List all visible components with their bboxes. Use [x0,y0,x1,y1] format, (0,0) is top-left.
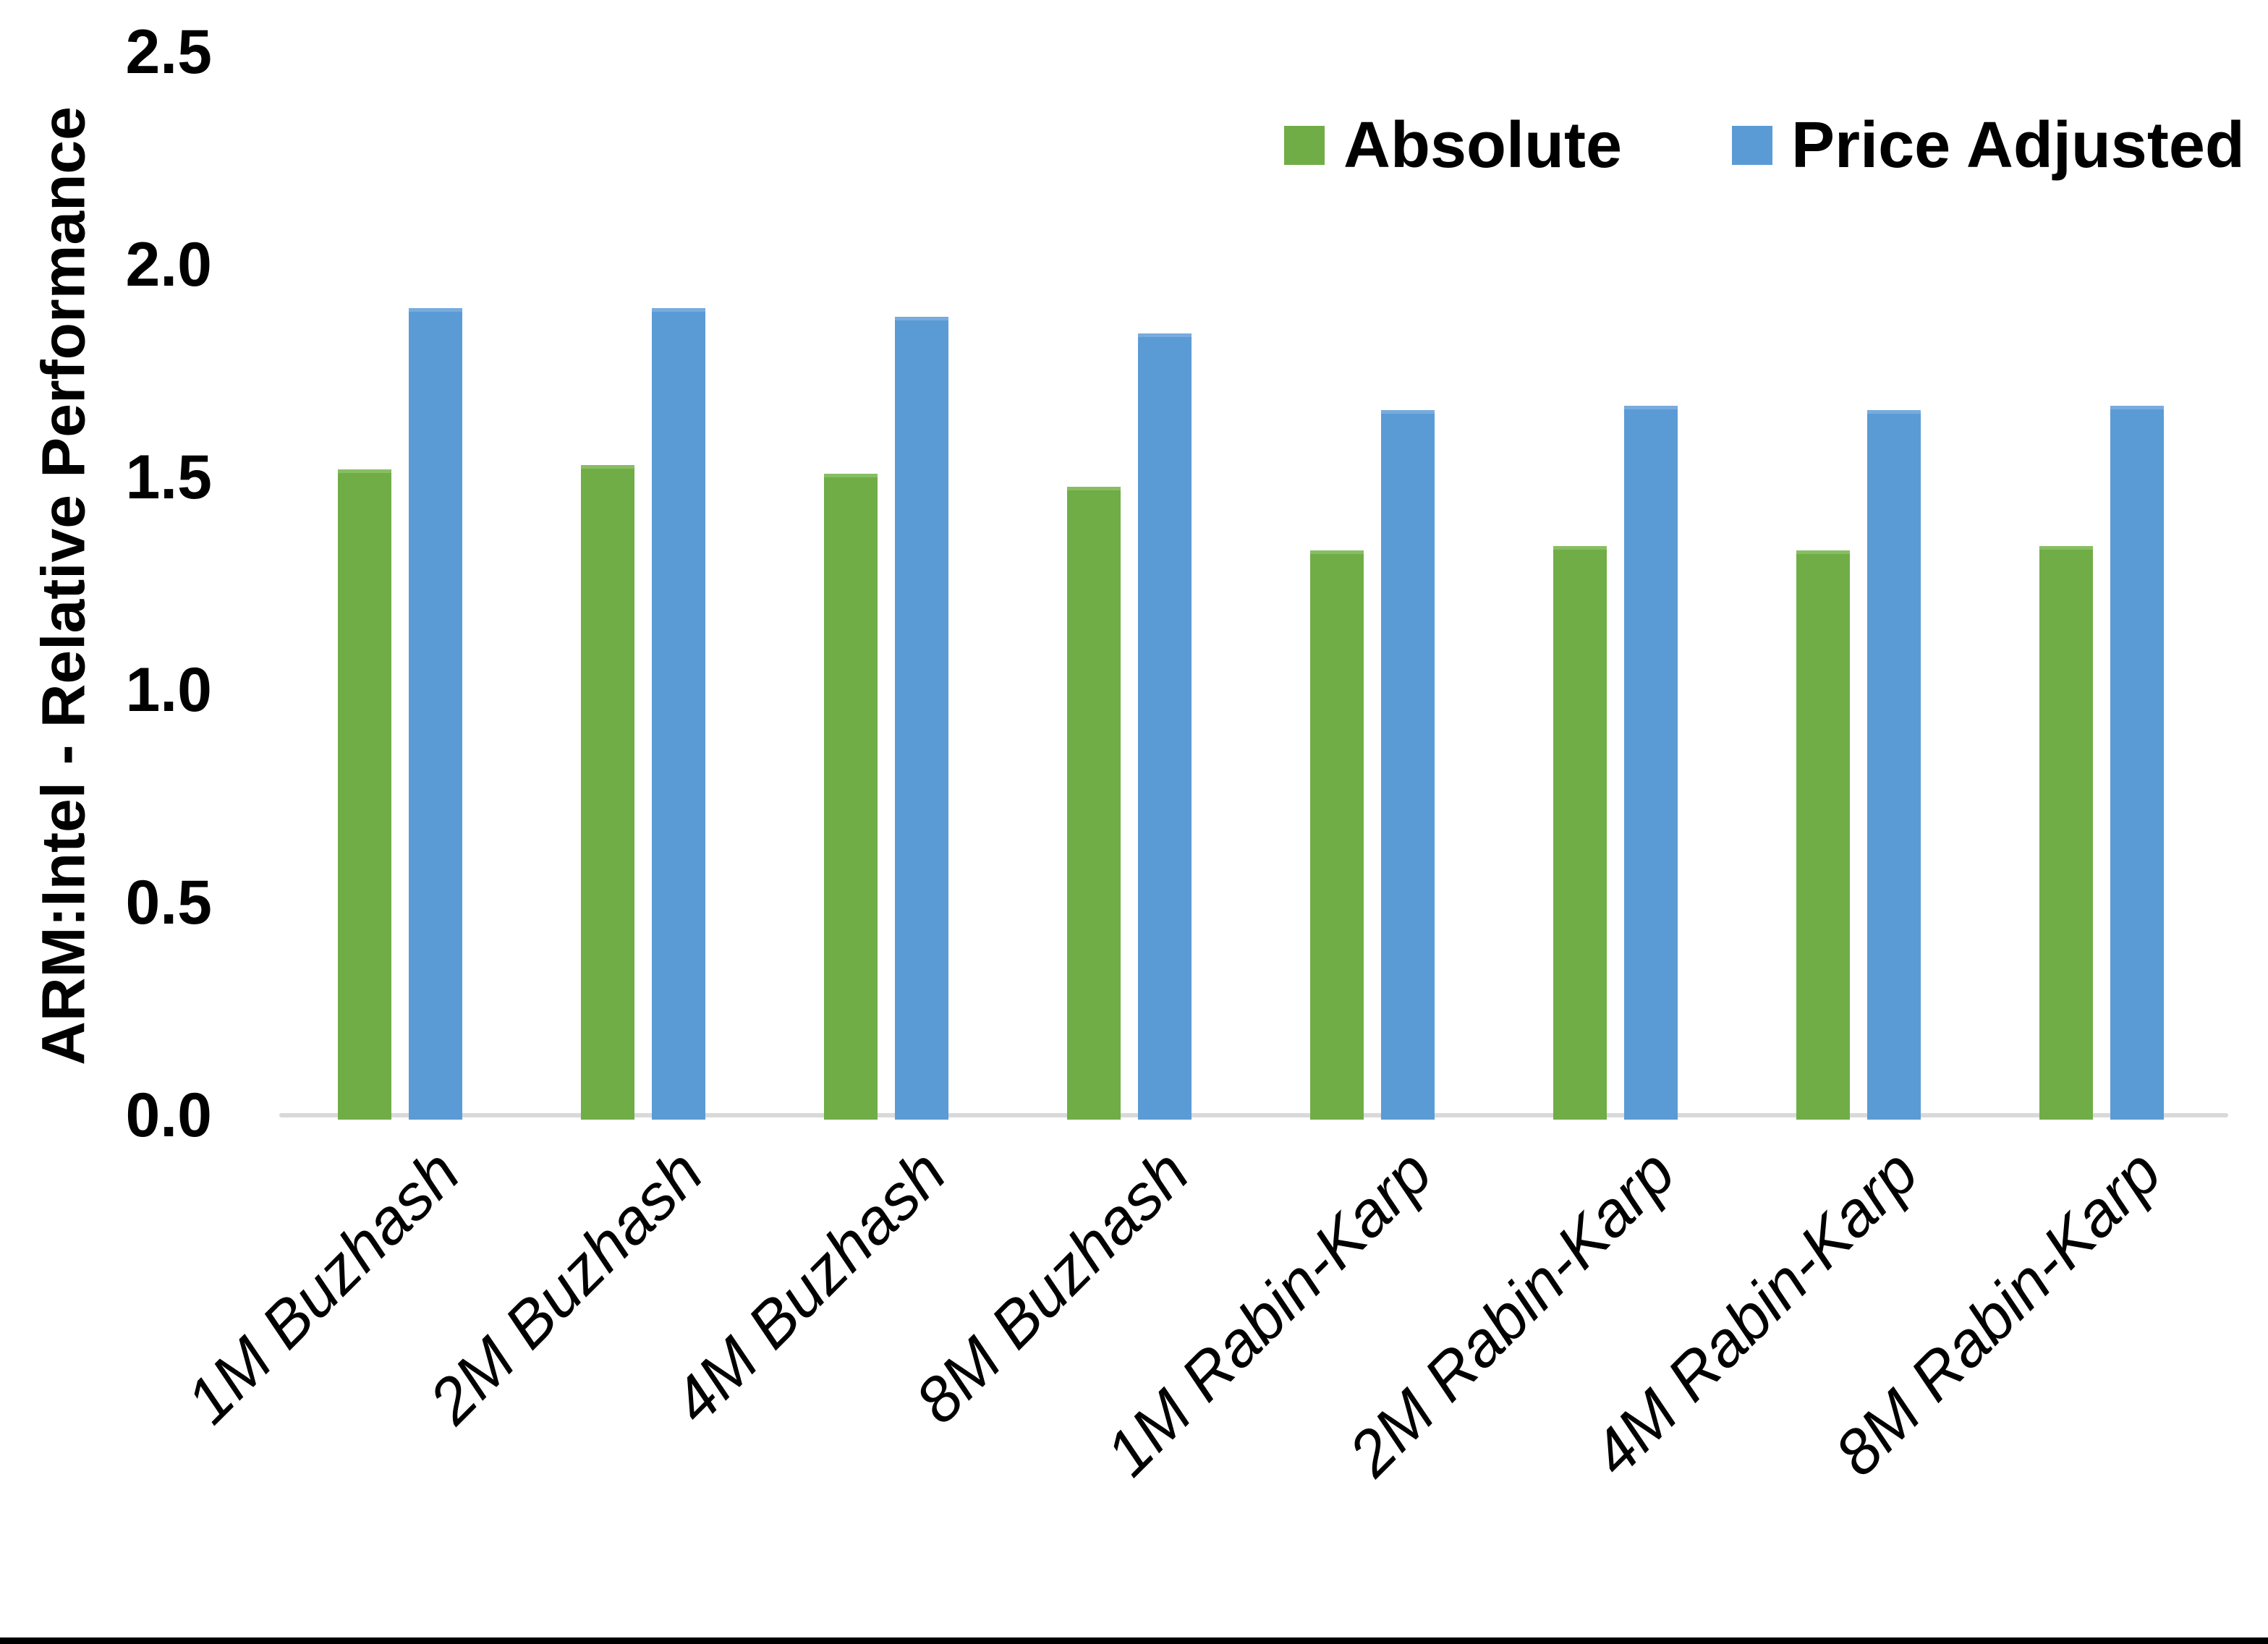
bar-absolute [1310,550,1364,1120]
bar-absolute [581,465,634,1120]
y-tick-label: 2.0 [125,230,212,299]
bar-absolute [1796,550,1850,1120]
bar-price-adjusted [409,307,462,1120]
legend-label: Absolute [1343,109,1623,182]
bar-absolute [824,474,878,1120]
bar-price-adjusted [895,316,948,1120]
y-tick-label: 0.0 [125,1081,212,1150]
legend-item: Absolute [1284,113,1622,178]
x-axis-baseline [279,1113,2228,1117]
y-tick-label: 2.5 [125,17,212,87]
bar-absolute [2039,546,2093,1120]
y-tick-label: 1.0 [125,655,212,725]
bar-price-adjusted [652,307,705,1120]
bar-absolute [1553,546,1607,1120]
y-tick-label: 0.5 [125,868,212,937]
bar-price-adjusted [1867,409,1921,1120]
y-tick-label: 1.5 [125,443,212,512]
legend: Absolute Price Adjusted [1284,112,2245,179]
legend-label: Price Adjusted [1791,109,2245,182]
bottom-border-bar [0,1637,2268,1644]
legend-swatch-icon [1732,126,1773,165]
bar-price-adjusted [1381,409,1435,1120]
legend-swatch-icon [1284,126,1325,165]
bar-absolute [338,469,391,1120]
bar-absolute [1067,486,1121,1120]
bar-price-adjusted [1138,333,1192,1120]
legend-item: Price Adjusted [1732,113,2245,178]
bar-price-adjusted [2110,406,2164,1120]
bar-price-adjusted [1624,406,1678,1120]
